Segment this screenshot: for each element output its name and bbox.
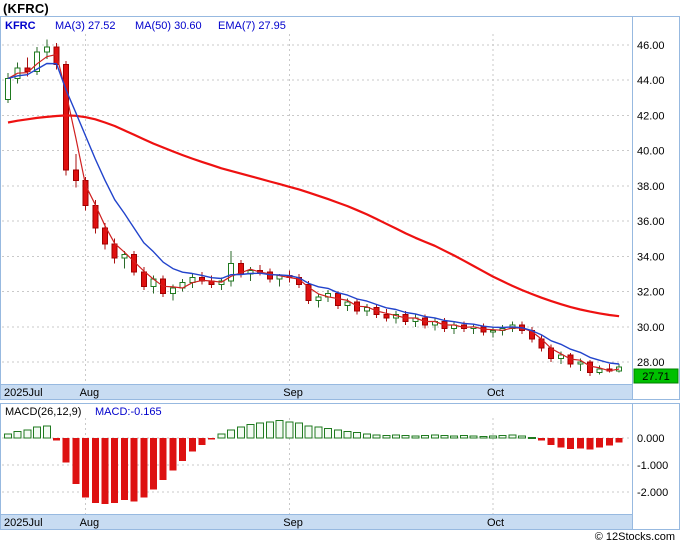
macd-axis-label: -1.000: [637, 460, 668, 472]
price-axis-label: 38.00: [637, 181, 665, 193]
macd-title: MACD(26,12,9): [5, 406, 81, 418]
watermark-credit: © 12Stocks.com: [594, 531, 675, 543]
price-grid: [2, 34, 632, 384]
price-axis-label: 34.00: [637, 251, 665, 263]
legend-item: EMA(7) 27.95: [218, 20, 286, 32]
last-price-badge: [633, 368, 679, 384]
price-date-strip: [1, 384, 632, 399]
month-label: 2025Jul: [4, 517, 43, 529]
macd-chart-svg: 0.000 -1.000 -2.000 2025Jul Aug Sep Oct MACD(26…: [0, 403, 680, 530]
macd-current-value: MACD:-0.165: [95, 406, 162, 418]
price-axis-label: 42.00: [637, 110, 665, 122]
month-label: Aug: [80, 517, 100, 529]
legend-item: KFRC: [5, 20, 36, 32]
macd-panel: 0.000 -1.000 -2.000 2025Jul Aug Sep Oct MACD(26…: [0, 403, 680, 530]
price-panel: 46.00 44.00 42.00 40.00 38.00 36.00 34.00 32.00…: [0, 16, 680, 400]
month-label: Sep: [283, 517, 303, 529]
macd-axis-label: -2.000: [637, 487, 668, 499]
month-label: Aug: [80, 387, 100, 399]
macd-axis-label: 0.000: [637, 433, 665, 445]
month-label: Oct: [487, 517, 504, 529]
last-price-value: 27.71: [642, 371, 670, 383]
macd-date-strip: [1, 514, 632, 529]
month-label: Sep: [283, 387, 303, 399]
price-axis-label: 28.00: [637, 357, 665, 369]
price-axis-label: 32.00: [637, 287, 665, 299]
price-axis-label: 46.00: [637, 40, 665, 52]
price-chart-svg: 46.00 44.00 42.00 40.00 38.00 36.00 34.00 32.00…: [0, 16, 680, 400]
month-label: Oct: [487, 387, 504, 399]
price-axis-label: 36.00: [637, 216, 665, 228]
ma50-line: [7, 114, 620, 318]
legend-item: MA(3) 27.52: [55, 20, 116, 32]
ema7-line: [7, 62, 620, 365]
macd-histogram: [4, 419, 623, 505]
ticker-title: (KFRC): [3, 1, 49, 16]
legend-item: MA(50) 30.60: [135, 20, 202, 32]
price-axis-label: 40.00: [637, 146, 665, 158]
month-label: 2025Jul: [4, 387, 43, 399]
price-plot-bg: [0, 16, 680, 400]
candles-group: [5, 39, 623, 377]
price-axis-label: 30.00: [637, 322, 665, 334]
price-axis-label: 44.00: [637, 75, 665, 87]
